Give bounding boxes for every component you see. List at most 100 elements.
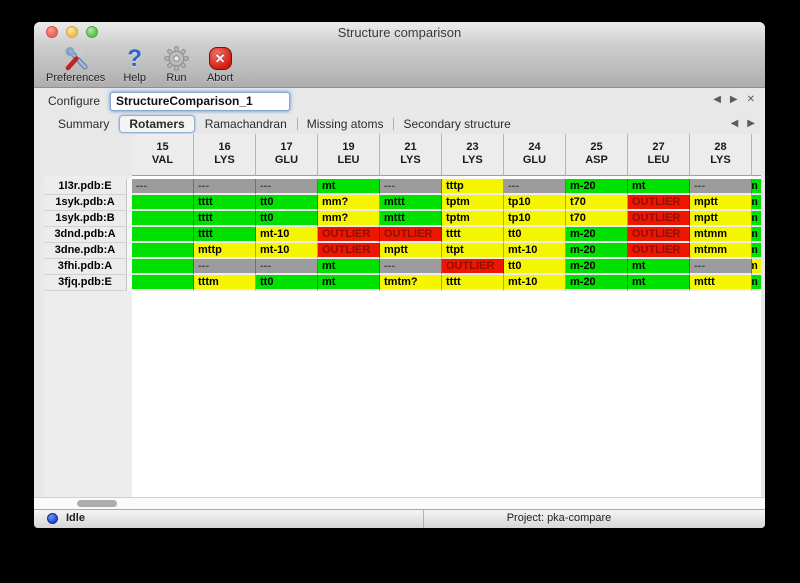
- column-header[interactable]: 27 LEU: [628, 134, 690, 176]
- row-label[interactable]: 1l3r.pdb:E: [44, 179, 127, 195]
- column-header[interactable]: 16 LYS: [194, 134, 256, 176]
- rotamer-cell[interactable]: ---: [132, 179, 194, 195]
- rotamer-cell[interactable]: m-20: [566, 243, 628, 259]
- minimize-window-button[interactable]: [66, 26, 78, 38]
- rotamer-cell[interactable]: m-20: [566, 227, 628, 243]
- row-label[interactable]: 3fhi.pdb:A: [44, 259, 127, 275]
- column-header[interactable]: [752, 134, 761, 176]
- rotamer-cell[interactable]: m-20: [566, 275, 628, 291]
- tabs-scroll-right-icon[interactable]: ▶: [747, 118, 755, 129]
- rotamer-cell[interactable]: t: [132, 275, 194, 291]
- column-header[interactable]: 28 LYS: [690, 134, 752, 176]
- column-header[interactable]: 25 ASP: [566, 134, 628, 176]
- rotamer-cell[interactable]: mttt: [380, 195, 442, 211]
- rotamer-cell[interactable]: tttt: [194, 211, 256, 227]
- rotamer-cell[interactable]: m-20: [566, 259, 628, 275]
- rotamer-cell[interactable]: t: [132, 195, 194, 211]
- rotamer-cell[interactable]: tt0: [256, 195, 318, 211]
- column-header[interactable]: 24 GLU: [504, 134, 566, 176]
- rotamer-cell[interactable]: m: [752, 243, 761, 259]
- rotamer-cell[interactable]: mt: [318, 275, 380, 291]
- rotamer-cell[interactable]: tttm: [194, 275, 256, 291]
- rotamer-cell[interactable]: ---: [380, 259, 442, 275]
- title-bar[interactable]: Structure comparison: [34, 22, 765, 43]
- rotamer-cell[interactable]: OUTLIER: [628, 211, 690, 227]
- tab-ramachandran[interactable]: Ramachandran: [204, 117, 287, 131]
- rotamer-cell[interactable]: ---: [504, 179, 566, 195]
- row-label[interactable]: 3dnd.pdb:A: [44, 227, 127, 243]
- rotamer-cell[interactable]: tptm: [442, 195, 504, 211]
- rotamer-cell[interactable]: OUTLIER: [318, 227, 380, 243]
- horizontal-scrollbar[interactable]: [34, 497, 765, 509]
- rotamer-cell[interactable]: mt-10: [256, 227, 318, 243]
- rotamer-cell[interactable]: tt0: [256, 275, 318, 291]
- rotamer-cell[interactable]: tptm: [442, 211, 504, 227]
- rotamer-cell[interactable]: t: [132, 227, 194, 243]
- rotamer-cell[interactable]: mptt: [690, 211, 752, 227]
- rotamer-cell[interactable]: m: [752, 195, 761, 211]
- rotamer-cell[interactable]: ---: [690, 259, 752, 275]
- column-header[interactable]: 21 LYS: [380, 134, 442, 176]
- row-label[interactable]: 3fjq.pdb:E: [44, 275, 127, 291]
- prev-configuration-icon[interactable]: ◀: [713, 94, 721, 105]
- rotamer-cell[interactable]: tmtm?: [380, 275, 442, 291]
- rotamer-cell[interactable]: ttpt: [442, 243, 504, 259]
- rotamer-cell[interactable]: tt0: [256, 211, 318, 227]
- row-label[interactable]: 3dne.pdb:A: [44, 243, 127, 259]
- tab-rotamers[interactable]: Rotamers: [119, 115, 195, 133]
- run-button[interactable]: Run: [162, 44, 191, 87]
- help-button[interactable]: ? Help: [121, 44, 148, 87]
- row-label[interactable]: 1syk.pdb:A: [44, 195, 127, 211]
- rotamer-cell[interactable]: tttt: [194, 227, 256, 243]
- rotamer-cell[interactable]: mt-10: [504, 243, 566, 259]
- rotamer-cell[interactable]: tp10: [504, 195, 566, 211]
- rotamer-cell[interactable]: mt: [628, 259, 690, 275]
- tab-summary[interactable]: Summary: [58, 117, 110, 131]
- close-window-button[interactable]: [46, 26, 58, 38]
- rotamer-cell[interactable]: m-20: [566, 179, 628, 195]
- rotamer-cell[interactable]: t: [132, 259, 194, 275]
- column-header[interactable]: 17 GLU: [256, 134, 318, 176]
- rotamer-cell[interactable]: mttp: [194, 243, 256, 259]
- rotamer-cell[interactable]: ---: [194, 179, 256, 195]
- rotamer-cell[interactable]: m: [752, 227, 761, 243]
- rotamer-cell[interactable]: OUTLIER: [380, 227, 442, 243]
- rotamer-cell[interactable]: m: [752, 179, 761, 195]
- rotamer-cell[interactable]: mptt: [380, 243, 442, 259]
- rotamer-cell[interactable]: ---: [690, 179, 752, 195]
- column-header[interactable]: 19 LEU: [318, 134, 380, 176]
- zoom-window-button[interactable]: [86, 26, 98, 38]
- rotamer-cell[interactable]: tp10: [504, 211, 566, 227]
- preferences-button[interactable]: Preferences: [44, 44, 107, 87]
- rotamer-cell[interactable]: mt: [628, 275, 690, 291]
- rotamer-cell[interactable]: ---: [194, 259, 256, 275]
- rotamer-cell[interactable]: tttt: [442, 227, 504, 243]
- rotamer-cell[interactable]: mttt: [380, 211, 442, 227]
- rotamer-cell[interactable]: mptt: [690, 195, 752, 211]
- rotamer-cell[interactable]: mttt: [690, 275, 752, 291]
- abort-button[interactable]: ✕ Abort: [205, 44, 235, 87]
- rotamer-cell[interactable]: m: [752, 275, 761, 291]
- row-label[interactable]: 1syk.pdb:B: [44, 211, 127, 227]
- close-configuration-icon[interactable]: ✕: [746, 94, 755, 105]
- rotamer-cell[interactable]: mm?: [318, 195, 380, 211]
- rotamer-cell[interactable]: OUTLIER: [628, 227, 690, 243]
- rotamer-cell[interactable]: tt0: [504, 259, 566, 275]
- rotamer-cell[interactable]: m: [752, 211, 761, 227]
- rotamer-cell[interactable]: OUTLIER: [628, 195, 690, 211]
- rotamer-cell[interactable]: m: [752, 259, 761, 275]
- rotamer-cell[interactable]: tt0: [504, 227, 566, 243]
- rotamer-cell[interactable]: t: [132, 211, 194, 227]
- rotamer-cell[interactable]: t70: [566, 195, 628, 211]
- rotamer-cell[interactable]: t: [132, 243, 194, 259]
- rotamer-cell[interactable]: mt: [318, 259, 380, 275]
- tab-missing-atoms[interactable]: Missing atoms: [296, 116, 394, 132]
- rotamer-cell[interactable]: mm?: [318, 211, 380, 227]
- rotamer-cell[interactable]: tttt: [442, 275, 504, 291]
- column-header[interactable]: 15 VAL: [132, 134, 194, 176]
- rotamer-cell[interactable]: OUTLIER: [442, 259, 504, 275]
- column-header[interactable]: 23 LYS: [442, 134, 504, 176]
- next-configuration-icon[interactable]: ▶: [729, 94, 738, 105]
- tab-secondary-structure[interactable]: Secondary structure: [393, 116, 520, 132]
- rotamer-cell[interactable]: ---: [380, 179, 442, 195]
